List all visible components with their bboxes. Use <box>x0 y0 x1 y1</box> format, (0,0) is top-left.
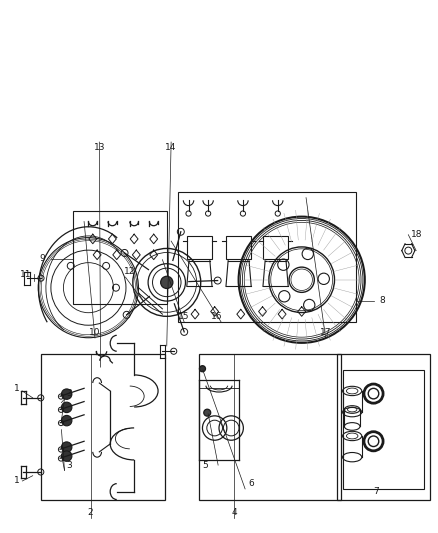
Text: 6: 6 <box>249 479 254 488</box>
Circle shape <box>61 402 72 413</box>
Circle shape <box>199 366 205 372</box>
Text: 11: 11 <box>20 270 31 279</box>
Bar <box>41 354 165 499</box>
Text: 4: 4 <box>231 508 237 517</box>
Text: 7: 7 <box>373 487 378 496</box>
Bar <box>263 236 288 259</box>
Circle shape <box>61 389 72 399</box>
Circle shape <box>61 415 72 426</box>
Text: 17: 17 <box>320 328 332 337</box>
Bar <box>336 354 430 499</box>
Bar <box>343 370 424 489</box>
Text: 5: 5 <box>202 461 208 470</box>
Bar <box>73 211 167 304</box>
Bar <box>178 192 356 322</box>
Text: 1: 1 <box>14 477 20 486</box>
Circle shape <box>204 409 211 416</box>
Circle shape <box>61 442 72 453</box>
Text: 2: 2 <box>88 508 93 517</box>
Text: 9: 9 <box>40 254 46 263</box>
Text: 1: 1 <box>14 384 20 393</box>
Text: 14: 14 <box>166 143 177 152</box>
Text: 10: 10 <box>89 328 101 337</box>
Text: 18: 18 <box>411 230 423 239</box>
Text: 15: 15 <box>178 312 190 321</box>
Bar <box>199 354 341 499</box>
Text: 13: 13 <box>94 143 105 152</box>
Text: 16: 16 <box>211 312 223 321</box>
Text: 8: 8 <box>379 296 385 305</box>
Text: 3: 3 <box>66 389 72 398</box>
Bar <box>226 236 251 259</box>
Circle shape <box>161 276 173 288</box>
Text: 3: 3 <box>66 461 72 470</box>
Bar <box>187 236 212 259</box>
Circle shape <box>61 451 72 462</box>
Text: 12: 12 <box>124 267 135 276</box>
